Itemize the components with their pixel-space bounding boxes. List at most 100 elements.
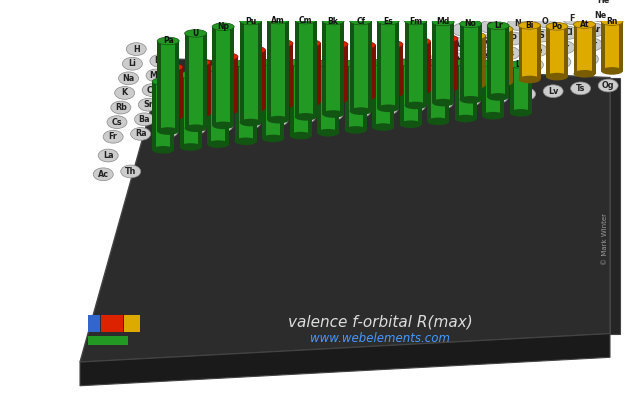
Polygon shape: [509, 64, 532, 113]
Polygon shape: [372, 45, 376, 96]
Ellipse shape: [351, 105, 371, 118]
Text: www.webelements.com: www.webelements.com: [310, 332, 450, 345]
Polygon shape: [395, 21, 399, 108]
Ellipse shape: [212, 23, 234, 30]
Ellipse shape: [579, 53, 598, 66]
Text: Li: Li: [129, 59, 136, 68]
Ellipse shape: [573, 21, 595, 28]
Ellipse shape: [161, 113, 183, 120]
Polygon shape: [436, 39, 458, 88]
Text: Sc: Sc: [174, 83, 185, 92]
Text: Ca: Ca: [147, 86, 158, 94]
Ellipse shape: [362, 61, 382, 74]
Text: Cd: Cd: [417, 72, 429, 81]
Ellipse shape: [239, 119, 262, 126]
Ellipse shape: [235, 138, 257, 145]
Polygon shape: [482, 64, 504, 116]
Polygon shape: [180, 75, 184, 147]
Ellipse shape: [317, 129, 339, 136]
Ellipse shape: [216, 107, 238, 114]
Polygon shape: [262, 50, 266, 108]
Polygon shape: [258, 21, 262, 122]
Polygon shape: [298, 44, 303, 102]
Ellipse shape: [170, 81, 189, 94]
Ellipse shape: [280, 70, 300, 82]
Polygon shape: [207, 68, 211, 144]
Text: O: O: [541, 16, 548, 26]
Text: Hg: Hg: [441, 34, 453, 43]
Polygon shape: [189, 62, 193, 114]
Text: Es: Es: [383, 16, 393, 26]
Ellipse shape: [93, 168, 113, 181]
Polygon shape: [473, 62, 477, 118]
Ellipse shape: [122, 57, 143, 70]
Ellipse shape: [601, 18, 623, 26]
Ellipse shape: [326, 40, 348, 48]
Text: Os: Os: [332, 40, 342, 49]
Ellipse shape: [377, 17, 399, 25]
Text: Bk: Bk: [328, 16, 339, 26]
Text: Lu: Lu: [515, 60, 526, 69]
Text: Br: Br: [559, 43, 570, 52]
Ellipse shape: [436, 35, 458, 42]
Polygon shape: [491, 29, 513, 82]
Polygon shape: [536, 26, 541, 80]
Ellipse shape: [303, 81, 323, 94]
Polygon shape: [381, 44, 385, 94]
Polygon shape: [372, 62, 376, 127]
Polygon shape: [564, 26, 568, 77]
Ellipse shape: [262, 135, 284, 142]
Text: Y: Y: [173, 97, 179, 106]
Text: Md: Md: [436, 98, 450, 107]
Polygon shape: [262, 62, 266, 138]
Polygon shape: [317, 44, 321, 102]
Ellipse shape: [185, 30, 207, 37]
Polygon shape: [404, 21, 408, 106]
Ellipse shape: [378, 102, 398, 115]
Polygon shape: [481, 36, 486, 85]
Text: Pa: Pa: [163, 126, 173, 136]
Bar: [124, 315, 140, 332]
Ellipse shape: [482, 60, 504, 67]
Polygon shape: [207, 62, 211, 114]
Text: U: U: [193, 124, 199, 133]
Polygon shape: [170, 82, 174, 150]
Ellipse shape: [518, 76, 541, 83]
Polygon shape: [80, 334, 610, 386]
Text: Bk: Bk: [328, 110, 339, 118]
Ellipse shape: [241, 116, 260, 129]
Text: Al: Al: [454, 40, 463, 49]
Polygon shape: [185, 33, 189, 128]
Text: Lr: Lr: [168, 63, 176, 72]
Polygon shape: [326, 44, 348, 99]
Polygon shape: [487, 26, 491, 97]
Polygon shape: [157, 41, 179, 131]
Text: K: K: [122, 88, 128, 98]
Polygon shape: [235, 64, 239, 141]
Ellipse shape: [186, 122, 205, 135]
Polygon shape: [289, 44, 293, 105]
Polygon shape: [591, 24, 595, 74]
Ellipse shape: [126, 43, 147, 56]
Text: Md: Md: [436, 18, 450, 26]
Ellipse shape: [225, 75, 244, 88]
Ellipse shape: [449, 38, 468, 50]
Ellipse shape: [107, 116, 127, 128]
Ellipse shape: [404, 17, 427, 25]
Polygon shape: [418, 62, 422, 124]
Ellipse shape: [207, 64, 229, 72]
Ellipse shape: [509, 61, 532, 68]
Ellipse shape: [428, 59, 449, 66]
Ellipse shape: [298, 40, 321, 47]
Polygon shape: [239, 21, 244, 122]
Ellipse shape: [531, 29, 551, 42]
Ellipse shape: [158, 125, 178, 138]
Text: Eu: Eu: [295, 58, 306, 67]
Polygon shape: [290, 62, 312, 136]
Ellipse shape: [290, 59, 312, 66]
Text: B: B: [460, 25, 465, 34]
Ellipse shape: [180, 143, 202, 151]
Polygon shape: [619, 22, 623, 71]
Text: Rn: Rn: [606, 17, 618, 26]
Polygon shape: [157, 41, 161, 131]
